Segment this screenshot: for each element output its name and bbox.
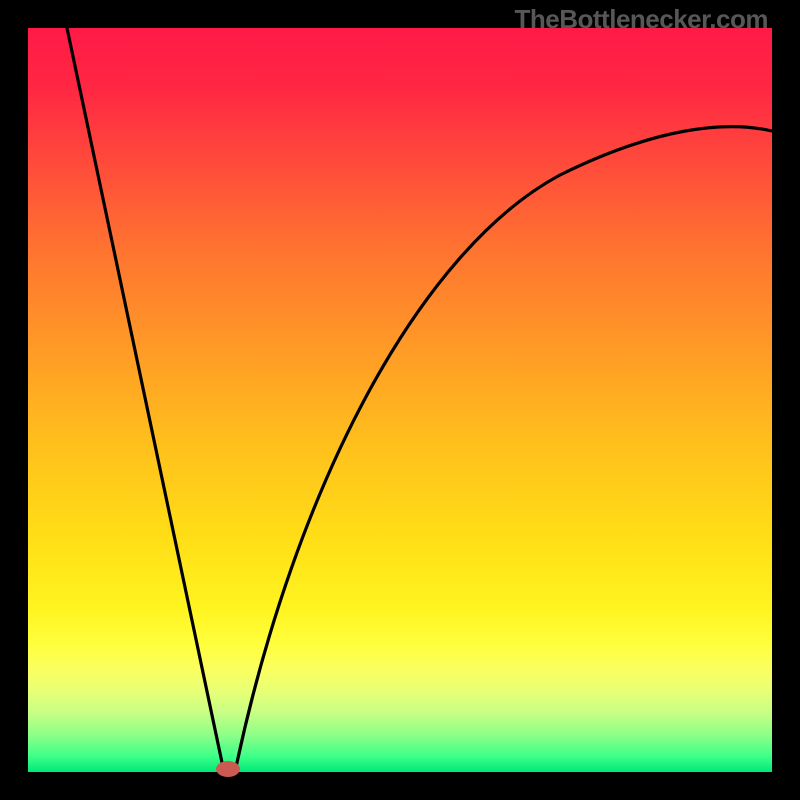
chart-container: TheBottlenecker.com — [0, 0, 800, 800]
optimum-marker — [213, 758, 243, 780]
marker-icon — [216, 761, 240, 777]
bottleneck-curve — [67, 28, 772, 773]
curve-layer — [0, 0, 800, 800]
watermark-text: TheBottlenecker.com — [515, 4, 768, 35]
